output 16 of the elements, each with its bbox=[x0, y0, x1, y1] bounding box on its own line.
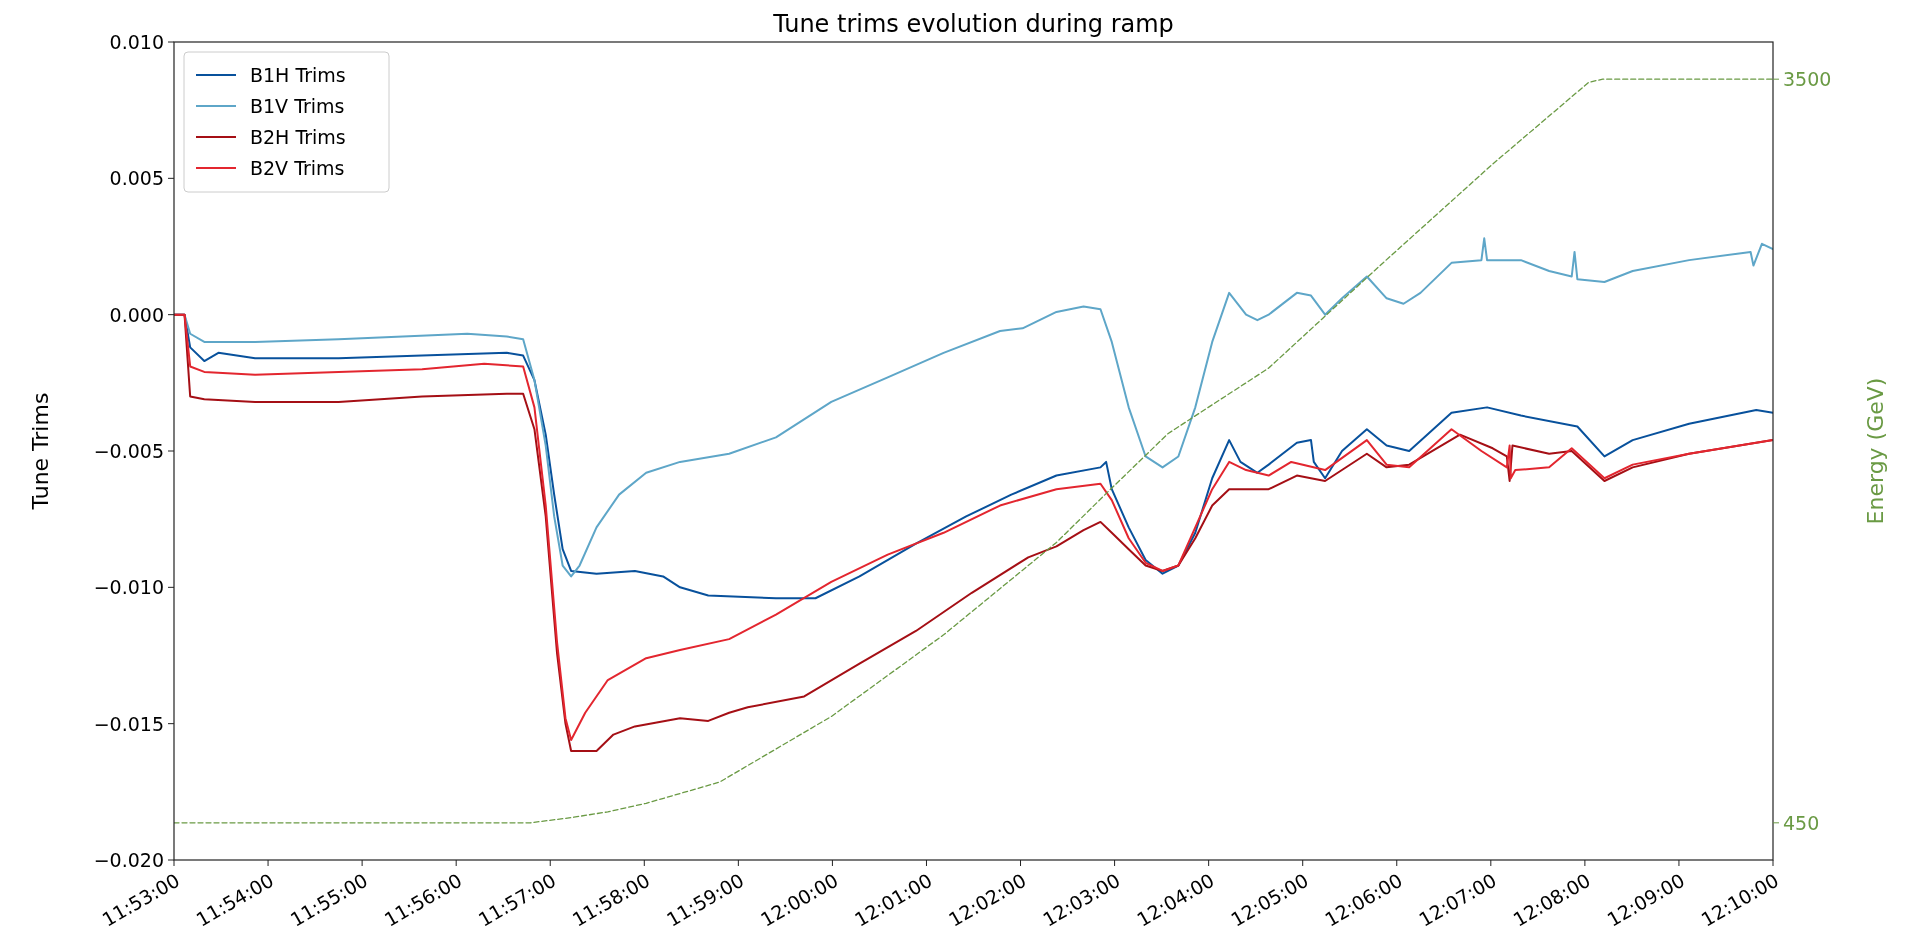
y-tick-label: −0.020 bbox=[93, 849, 164, 871]
y2-tick-label: 450 bbox=[1783, 811, 1820, 834]
y-axis-title: Tune Trims bbox=[28, 392, 53, 511]
legend-label: B1H Trims bbox=[250, 64, 346, 86]
y-tick-label: −0.010 bbox=[93, 576, 164, 599]
y-tick-label: 0.000 bbox=[109, 303, 164, 326]
y-tick-label: −0.015 bbox=[93, 712, 164, 735]
legend-label: B1V Trims bbox=[250, 95, 345, 117]
y2-axis-title: Energy (GeV) bbox=[1863, 377, 1888, 525]
chart-title: Tune trims evolution during ramp bbox=[772, 10, 1174, 38]
y-tick-label: −0.005 bbox=[93, 440, 164, 462]
legend-label: B2V Trims bbox=[250, 157, 345, 179]
legend-label: B2H Trims bbox=[250, 126, 346, 148]
y-tick-label: 0.005 bbox=[109, 167, 164, 190]
y2-tick-label: 3500 bbox=[1783, 68, 1832, 91]
y-tick-label: 0.010 bbox=[109, 31, 164, 53]
